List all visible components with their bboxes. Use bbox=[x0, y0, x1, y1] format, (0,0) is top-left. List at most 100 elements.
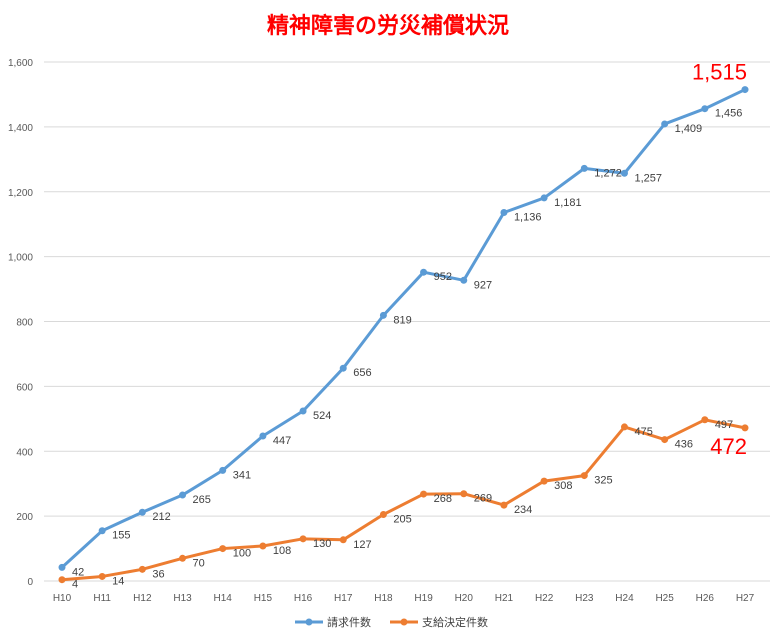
gridlines bbox=[44, 61, 770, 582]
legend-marker bbox=[305, 618, 313, 626]
highlight-data-label: 472 bbox=[710, 434, 747, 459]
data-point bbox=[420, 490, 428, 498]
x-tick-label: H20 bbox=[455, 593, 474, 604]
y-tick-label: 400 bbox=[16, 447, 33, 458]
data-label: 1,136 bbox=[514, 212, 542, 224]
data-label: 4 bbox=[72, 579, 78, 591]
data-label: 341 bbox=[233, 469, 251, 481]
data-label: 952 bbox=[434, 271, 452, 283]
data-point bbox=[741, 424, 749, 432]
data-label: 127 bbox=[353, 539, 371, 551]
y-tick-label: 1,600 bbox=[8, 58, 33, 69]
highlight-data-label: 1,515 bbox=[692, 60, 747, 85]
x-tick-label: H10 bbox=[53, 593, 72, 604]
legend-label: 支給決定件数 bbox=[422, 615, 488, 629]
data-label: 1,456 bbox=[715, 108, 743, 120]
x-tick-label: H15 bbox=[254, 593, 273, 604]
data-label: 819 bbox=[393, 314, 411, 326]
y-tick-label: 600 bbox=[16, 382, 33, 393]
data-label: 234 bbox=[514, 504, 532, 516]
data-point bbox=[741, 86, 749, 94]
data-label: 42 bbox=[72, 566, 84, 578]
x-tick-label: H19 bbox=[414, 593, 433, 604]
data-point bbox=[540, 477, 548, 485]
data-label: 497 bbox=[715, 419, 733, 431]
x-tick-label: H12 bbox=[133, 593, 152, 604]
chart-title: 精神障害の労災補償状況 bbox=[267, 13, 509, 39]
y-axis: 0 200 400 600 800 1,000 1,200 1,400 1,600 bbox=[8, 58, 33, 588]
data-label: 130 bbox=[313, 538, 331, 550]
x-axis: H10 H11 H12 H13 H14 H15 H16 H17 H18 H19 H20 H21 H22 H… bbox=[53, 593, 755, 604]
x-tick-label: H18 bbox=[374, 593, 393, 604]
data-label: 36 bbox=[152, 568, 164, 580]
data-point bbox=[661, 436, 669, 444]
data-label: 70 bbox=[193, 557, 205, 569]
y-tick-label: 1,000 bbox=[8, 253, 33, 264]
data-point bbox=[580, 472, 588, 480]
data-label: 524 bbox=[313, 410, 331, 422]
data-point bbox=[219, 545, 227, 553]
data-label: 447 bbox=[273, 435, 291, 447]
data-point bbox=[299, 407, 307, 415]
data-label: 212 bbox=[152, 511, 170, 523]
data-point bbox=[179, 491, 187, 499]
series-line bbox=[60, 88, 746, 569]
data-point bbox=[339, 536, 347, 544]
legend-label: 請求件数 bbox=[327, 615, 371, 629]
series-group: 42 155 212 265 341 447 524 656 819 952 927 1,136 1,1… bbox=[58, 60, 749, 591]
data-point bbox=[460, 276, 468, 284]
x-tick-label: H27 bbox=[736, 593, 755, 604]
data-point bbox=[661, 120, 669, 128]
x-tick-label: H13 bbox=[173, 593, 192, 604]
y-tick-label: 200 bbox=[16, 512, 33, 523]
data-label: 325 bbox=[594, 475, 612, 487]
data-label: 436 bbox=[675, 439, 693, 451]
y-tick-label: 1,200 bbox=[8, 188, 33, 199]
data-label: 308 bbox=[554, 480, 572, 492]
data-label: 268 bbox=[434, 493, 452, 505]
data-point bbox=[259, 542, 267, 550]
data-point bbox=[379, 311, 387, 319]
data-point bbox=[179, 554, 187, 562]
data-point bbox=[701, 105, 709, 113]
x-tick-label: H23 bbox=[575, 593, 594, 604]
data-point bbox=[420, 268, 428, 276]
data-point bbox=[500, 501, 508, 509]
data-label: 14 bbox=[112, 575, 124, 587]
data-point bbox=[138, 508, 146, 516]
data-label: 1,409 bbox=[675, 123, 703, 135]
data-point bbox=[701, 416, 709, 424]
data-point bbox=[259, 432, 267, 440]
data-label: 927 bbox=[474, 279, 492, 291]
x-tick-label: H26 bbox=[696, 593, 715, 604]
data-point bbox=[460, 490, 468, 498]
y-tick-label: 0 bbox=[27, 577, 33, 588]
legend-marker bbox=[400, 618, 408, 626]
data-label: 205 bbox=[393, 514, 411, 526]
data-label: 475 bbox=[634, 426, 652, 438]
data-label: 100 bbox=[233, 548, 251, 560]
data-point bbox=[540, 194, 548, 202]
data-point bbox=[379, 511, 387, 519]
y-tick-label: 1,400 bbox=[8, 123, 33, 134]
x-tick-label: H25 bbox=[655, 593, 674, 604]
data-label: 1,181 bbox=[554, 197, 582, 209]
data-point bbox=[580, 164, 588, 172]
data-point bbox=[138, 565, 146, 573]
data-label: 1,272 bbox=[594, 167, 622, 179]
x-tick-label: H17 bbox=[334, 593, 353, 604]
data-point bbox=[98, 527, 106, 535]
x-tick-label: H21 bbox=[495, 593, 514, 604]
data-point bbox=[98, 572, 106, 580]
data-label: 108 bbox=[273, 545, 291, 557]
x-tick-label: H16 bbox=[294, 593, 313, 604]
x-tick-label: H22 bbox=[535, 593, 554, 604]
data-point bbox=[620, 169, 628, 177]
data-point bbox=[500, 209, 508, 217]
data-point bbox=[299, 535, 307, 543]
data-label: 269 bbox=[474, 493, 492, 505]
series-2: 4 14 36 70 100 108 130 127 205 268 269 234 308 325 475… bbox=[58, 416, 749, 591]
series-1: 42 155 212 265 341 447 524 656 819 952 927 1,136 1,1… bbox=[58, 60, 749, 578]
y-tick-label: 800 bbox=[16, 318, 33, 329]
data-point bbox=[58, 563, 66, 571]
